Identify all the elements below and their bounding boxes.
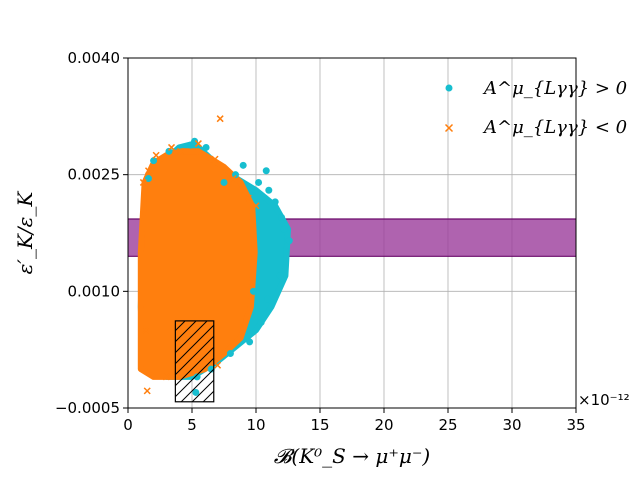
series-0-point-1 bbox=[187, 141, 195, 149]
series-0-point-4 bbox=[239, 161, 247, 169]
series-1-point-0 bbox=[216, 115, 224, 123]
series-0-point-16 bbox=[144, 175, 152, 183]
legend: A^μ_{Lγγ} > 0 A^μ_{Lγγ} < 0 bbox=[444, 78, 627, 138]
x-axis-multiplier: ×10⁻¹² bbox=[578, 391, 630, 409]
legend-x-marker bbox=[444, 123, 454, 133]
series-1-point-11 bbox=[211, 155, 219, 163]
series-1-point-3 bbox=[194, 140, 202, 148]
series-1-point-2 bbox=[176, 147, 185, 155]
legend-label-positive: A^μ_{Lγγ} > 0 bbox=[482, 78, 627, 99]
series-1-point-9 bbox=[252, 202, 260, 210]
series-1-point-10 bbox=[229, 175, 237, 183]
hatched-box bbox=[174, 320, 215, 403]
series-1-point-7 bbox=[142, 326, 150, 334]
x-axis-label: 𝓑(K⁰_S → μ⁺μ⁻) bbox=[274, 444, 431, 468]
series-1-point-4 bbox=[152, 151, 160, 159]
legend-marker-positive bbox=[445, 84, 453, 92]
series-0-point-17 bbox=[150, 157, 158, 165]
x-tick-label-2: 10 bbox=[246, 416, 265, 434]
series-0-point-6 bbox=[232, 171, 240, 179]
series-0-point-2 bbox=[165, 147, 173, 155]
series-1-point-1 bbox=[167, 143, 176, 151]
series-0-point-11 bbox=[246, 338, 254, 346]
series-1-point-6 bbox=[143, 387, 151, 395]
x-tick-label-3: 15 bbox=[310, 416, 329, 434]
legend-marker-negative bbox=[444, 123, 454, 133]
series-1-point-8 bbox=[244, 194, 252, 202]
series-0-point-12 bbox=[226, 350, 234, 358]
series-0-point-8 bbox=[285, 237, 293, 245]
series-1-point-14 bbox=[214, 361, 222, 369]
x-tick-label-0: 0 bbox=[123, 416, 133, 434]
series-0-point-20 bbox=[265, 186, 273, 194]
y-tick-label-3: 0.0040 bbox=[68, 49, 121, 67]
series-0-point-23 bbox=[249, 287, 257, 295]
x-tick-label-4: 20 bbox=[374, 416, 393, 434]
series-0-point-18 bbox=[271, 198, 279, 206]
series-0-point-10 bbox=[257, 318, 265, 326]
hatched-box-layer bbox=[174, 320, 215, 403]
x-tick-label-7: 35 bbox=[566, 416, 585, 434]
series-0-point-21 bbox=[255, 178, 263, 186]
series-1-point-5 bbox=[144, 167, 153, 175]
series-0-point-24 bbox=[264, 295, 272, 303]
series-0-point-7 bbox=[280, 225, 288, 233]
series-0-point-22 bbox=[220, 178, 228, 186]
series-1-point-13 bbox=[162, 373, 170, 381]
x-tick-label-6: 30 bbox=[502, 416, 521, 434]
legend-label-negative: A^μ_{Lγγ} < 0 bbox=[482, 117, 627, 138]
series-0-point-5 bbox=[262, 167, 270, 175]
series-0-point-9 bbox=[276, 272, 284, 280]
y-tick-label-0: −0.0005 bbox=[55, 399, 120, 417]
series-0-point-19 bbox=[278, 213, 286, 221]
axis-ticks: 0 5 10 15 20 25 30 35 −0.0005 0.0010 0.0025 0.0040 bbox=[55, 49, 586, 434]
y-tick-label-2: 0.0025 bbox=[68, 166, 121, 184]
x-tick-label-1: 5 bbox=[187, 416, 197, 434]
series-0-point-3 bbox=[202, 143, 210, 151]
y-tick-label-1: 0.0010 bbox=[68, 282, 121, 300]
x-tick-label-5: 25 bbox=[438, 416, 457, 434]
plot-frame bbox=[127, 57, 577, 409]
y-axis-label: ε′_K/ε_K bbox=[13, 191, 37, 275]
series-1-point-12 bbox=[139, 178, 147, 186]
